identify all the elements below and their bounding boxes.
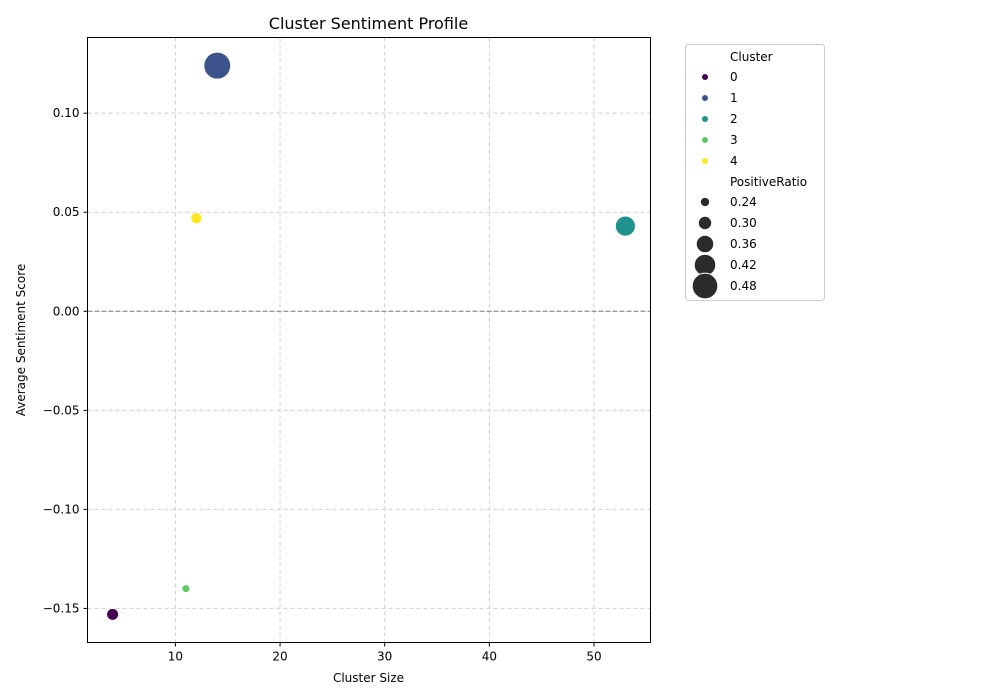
- legend-size-marker: [691, 272, 719, 300]
- legend-size-label: 0.42: [730, 258, 757, 272]
- legend-hue-marker: [702, 137, 708, 143]
- legend-size-marker: [693, 253, 717, 277]
- data-point-cluster-3: [181, 584, 191, 594]
- x-tick-label: 20: [272, 650, 287, 664]
- legend-hue-entries: 0 1 2 3 4: [702, 70, 738, 168]
- legend-size-label: 0.48: [730, 279, 757, 293]
- legend-size-marker: [699, 196, 711, 208]
- data-points: [106, 51, 636, 621]
- legend-size-marker: [695, 234, 715, 254]
- x-tick-label: 50: [586, 650, 601, 664]
- data-point-cluster-4: [190, 211, 203, 225]
- y-axis-label: Average Sentiment Score: [14, 264, 28, 417]
- data-point-cluster-0: [106, 607, 120, 621]
- x-axis-ticks: 10 20 30 40 50: [168, 642, 602, 664]
- legend-size-label: 0.36: [730, 237, 757, 251]
- legend-hue-label: 2: [730, 112, 738, 126]
- legend-hue-marker: [702, 95, 708, 101]
- y-tick-label: −0.05: [43, 403, 80, 417]
- legend-hue-label: 1: [730, 91, 738, 105]
- legend-hue-label: 3: [730, 133, 738, 147]
- legend: Cluster 0 1 2 3 4 PositiveRatio 0.24 0.30 0.36…: [685, 44, 825, 301]
- legend-hue-marker: [702, 74, 708, 80]
- legend-size-label: 0.30: [730, 216, 757, 230]
- y-tick-label: 0.00: [53, 304, 80, 318]
- y-axis-ticks: −0.15 −0.10 −0.05 0.00 0.05 0.10: [43, 106, 88, 615]
- data-point-cluster-1: [203, 51, 232, 80]
- legend-size-marker: [697, 215, 713, 231]
- x-axis-label: Cluster Size: [333, 671, 404, 685]
- data-point-cluster-2: [614, 215, 636, 237]
- legend-box: [685, 44, 825, 301]
- legend-size-title: PositiveRatio: [730, 175, 807, 189]
- y-tick-label: −0.15: [43, 601, 80, 615]
- y-tick-label: 0.05: [53, 205, 80, 219]
- legend-size-label: 0.24: [730, 195, 757, 209]
- legend-hue-title: Cluster: [730, 50, 773, 64]
- y-tick-label: −0.10: [43, 502, 80, 516]
- y-tick-label: 0.10: [53, 106, 80, 120]
- legend-hue-marker: [702, 158, 708, 164]
- legend-hue-marker: [702, 116, 708, 122]
- x-tick-label: 40: [482, 650, 497, 664]
- legend-size-entries: 0.24 0.30 0.36 0.42 0.48: [691, 195, 757, 300]
- x-tick-label: 10: [168, 650, 183, 664]
- grid: [87, 37, 651, 643]
- x-tick-label: 30: [377, 650, 392, 664]
- plot-frame: [87, 37, 651, 643]
- legend-hue-label: 0: [730, 70, 738, 84]
- legend-hue-label: 4: [730, 154, 738, 168]
- chart-title: Cluster Sentiment Profile: [269, 14, 468, 33]
